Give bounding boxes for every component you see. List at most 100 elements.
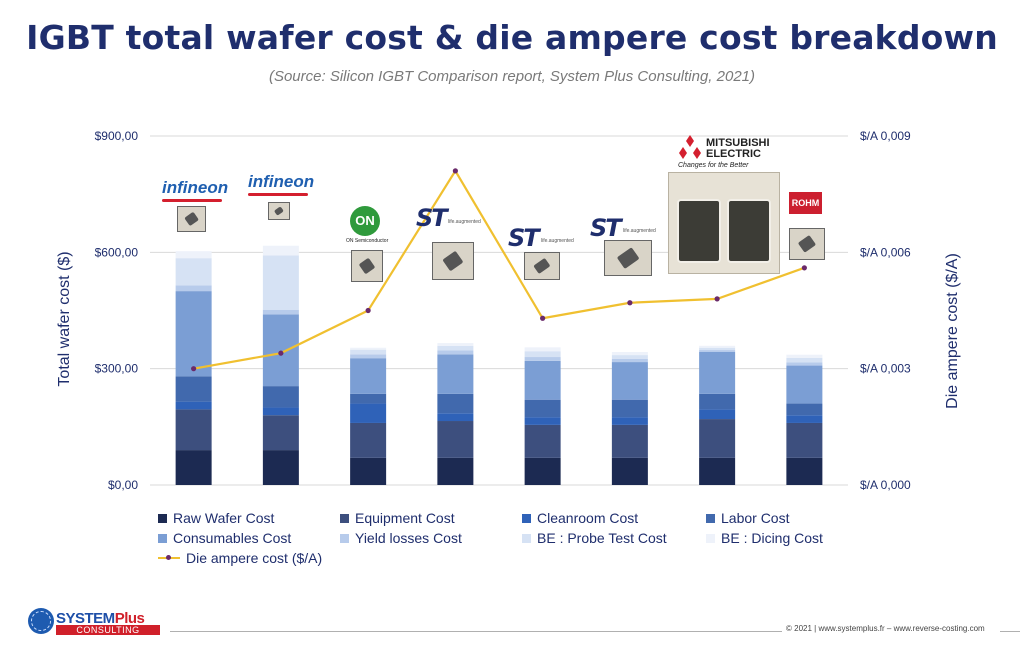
rohm-logo: ROHM: [789, 192, 822, 214]
bar-segment: [786, 457, 823, 485]
chart-legend: Raw Wafer Cost Equipment Cost Cleanroom …: [158, 510, 858, 570]
bar-segment: [611, 457, 648, 485]
bar-segment: [611, 399, 648, 418]
bar-segment: [350, 403, 387, 423]
bar-segment: [350, 358, 387, 394]
legend-label: Labor Cost: [721, 510, 790, 526]
legend-item-yield-losses: Yield losses Cost: [340, 530, 462, 546]
bar-segment: [699, 419, 736, 458]
line-point: [191, 366, 197, 372]
legend-label: Yield losses Cost: [355, 530, 462, 546]
infineon-logo: infineon: [162, 178, 228, 202]
footer-divider: [1000, 631, 1020, 632]
bar-segment: [524, 347, 561, 352]
bar-segment: [437, 393, 474, 414]
bar-segment: [524, 357, 561, 361]
die-photo: [524, 252, 560, 280]
line-series: [193, 168, 805, 370]
bar-segment: [524, 424, 561, 458]
bar-segment: [437, 345, 474, 351]
st-tagline: life.augmented: [448, 219, 481, 225]
legend-swatch: [158, 533, 167, 543]
systemplus-name-plus: Plus: [114, 610, 145, 627]
bar-segment: [175, 251, 212, 259]
die-photo: [604, 240, 652, 276]
bar-segment: [437, 421, 474, 458]
y-tick-label-right: $/A 0,003: [860, 362, 911, 376]
y-tick-label-left: $600,00: [95, 245, 139, 259]
globe-icon: [28, 608, 54, 634]
st-logo: ST: [508, 224, 540, 252]
legend-item-equipment: Equipment Cost: [340, 510, 455, 526]
legend-line-dot: [166, 555, 171, 560]
legend-swatch: [522, 513, 531, 523]
bar-segment: [262, 314, 299, 387]
bar-segment: [350, 349, 387, 355]
bar-segment: [350, 457, 387, 485]
bar-segment: [175, 409, 212, 451]
line-point: [540, 315, 546, 321]
bar-segment: [611, 417, 648, 425]
y-tick-label-right: $/A 0,006: [860, 245, 911, 259]
footer-copyright: © 2021 | www.systemplus.fr – www.reverse…: [786, 624, 985, 633]
legend-item-consumables: Consumables Cost: [158, 530, 291, 546]
bar-segment: [524, 457, 561, 485]
bar-segment: [786, 357, 823, 363]
die-photo: [177, 206, 206, 232]
legend-item-labor: Labor Cost: [706, 510, 789, 526]
legend-label: BE : Probe Test Cost: [537, 530, 667, 546]
bar-segment: [786, 415, 823, 423]
st-tagline: life.augmented: [623, 228, 656, 234]
infineon-logo-text: infineon: [162, 178, 229, 197]
bar-segment: [437, 413, 474, 422]
legend-swatch: [522, 533, 531, 543]
legend-line-marker: [158, 555, 180, 560]
line-point: [365, 307, 371, 314]
infineon-swoosh: [162, 199, 222, 202]
bar-segment: [699, 350, 736, 352]
bar-segment: [611, 362, 648, 400]
legend-item-dicing: BE : Dicing Cost: [706, 530, 823, 546]
bar-segment: [437, 457, 474, 485]
st-logo: ST: [590, 214, 622, 242]
bar-segment: [350, 347, 387, 350]
bar-segment: [350, 354, 387, 359]
bar-segment: [786, 354, 823, 358]
bar-segment: [611, 424, 648, 458]
die-photo: [789, 228, 825, 260]
bar-segment: [611, 351, 648, 356]
bar-segment: [437, 343, 474, 346]
bar-segment: [175, 291, 212, 377]
bar-segment: [262, 245, 299, 256]
bar-segment: [524, 360, 561, 400]
die-photo: [268, 202, 290, 220]
legend-label: Raw Wafer Cost: [173, 510, 275, 526]
systemplus-name-main: SYSTEM: [56, 610, 115, 627]
legend-swatch: [706, 513, 715, 523]
y-tick-label-right: $/A 0,009: [860, 129, 911, 143]
y-tick-label-left: $900,00: [95, 129, 139, 143]
bar-segment: [524, 399, 561, 418]
bar-segment: [524, 417, 561, 425]
bar-segment: [350, 422, 387, 458]
chart-title: IGBT total wafer cost & die ampere cost …: [26, 18, 998, 57]
bar-segment: [262, 386, 299, 408]
die-photo: [432, 242, 474, 280]
line-point: [278, 350, 284, 356]
y-axis-right-title: Die ampere cost ($/A): [944, 253, 961, 409]
legend-swatch: [340, 533, 349, 543]
die-cell: [677, 199, 721, 263]
infineon-logo-text: infineon: [248, 172, 315, 191]
bar-segment: [611, 358, 648, 363]
infineon-logo: infineon: [248, 172, 314, 196]
bar-segment: [524, 351, 561, 358]
legend-label: Die ampere cost ($/A): [186, 550, 323, 566]
bar-segment: [262, 407, 299, 416]
mitsubishi-logo-text: MITSUBISHI ELECTRIC: [706, 138, 770, 160]
bar-segment: [611, 355, 648, 359]
bar-segment: [437, 354, 474, 394]
on-semiconductor-label: ON Semiconductor: [346, 238, 389, 244]
mitsubishi-line1: MITSUBISHI: [706, 137, 770, 149]
legend-swatch: [158, 513, 167, 523]
